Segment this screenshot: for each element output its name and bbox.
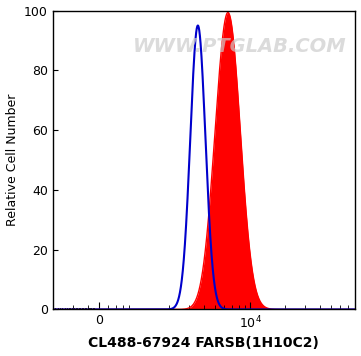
Y-axis label: Relative Cell Number: Relative Cell Number <box>5 94 18 226</box>
X-axis label: CL488-67924 FARSB(1H10C2): CL488-67924 FARSB(1H10C2) <box>88 336 319 350</box>
Text: WWW.PTGLAB.COM: WWW.PTGLAB.COM <box>133 37 347 56</box>
